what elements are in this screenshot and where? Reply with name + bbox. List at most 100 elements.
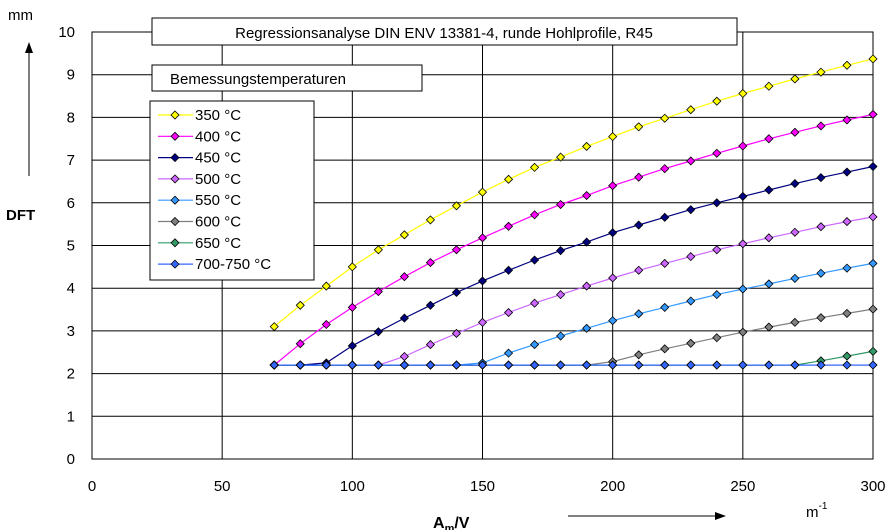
data-point bbox=[608, 316, 618, 326]
series-markers bbox=[269, 54, 878, 370]
data-point bbox=[503, 360, 514, 370]
data-point bbox=[582, 323, 592, 333]
data-point bbox=[738, 360, 748, 370]
data-point bbox=[686, 156, 696, 166]
data-point bbox=[425, 300, 435, 310]
data-point bbox=[503, 174, 514, 184]
data-point bbox=[712, 360, 722, 370]
data-point bbox=[634, 309, 644, 319]
data-point bbox=[686, 105, 696, 115]
data-point bbox=[530, 255, 540, 265]
data-point bbox=[321, 319, 331, 330]
y-tick-label: 4 bbox=[67, 280, 75, 297]
data-point bbox=[451, 201, 462, 211]
data-point bbox=[842, 115, 852, 125]
series-lines bbox=[273, 58, 874, 366]
legend-swatch-marker bbox=[170, 110, 180, 120]
data-point bbox=[634, 122, 644, 132]
data-point bbox=[634, 220, 644, 230]
legend-item-label: 450 °C bbox=[195, 150, 241, 167]
data-point bbox=[373, 245, 383, 255]
x-tick-label: 300 bbox=[860, 478, 885, 495]
data-point bbox=[868, 360, 878, 370]
x-tick-labels: 0 50 100 150 200 250 300 bbox=[88, 478, 886, 495]
data-point bbox=[477, 317, 488, 327]
data-point bbox=[582, 360, 592, 370]
data-point bbox=[842, 167, 852, 177]
x-unit-label: m-1 bbox=[806, 501, 828, 521]
data-point bbox=[556, 360, 566, 370]
y-tick-label: 1 bbox=[67, 408, 75, 425]
data-point bbox=[712, 290, 722, 300]
data-point bbox=[790, 227, 800, 237]
y-tick-labels: 0 1 2 3 4 5 6 7 8 9 10 bbox=[58, 24, 75, 468]
data-point bbox=[321, 360, 331, 370]
legend-swatch-marker bbox=[170, 216, 180, 227]
data-point bbox=[790, 74, 800, 84]
data-point bbox=[399, 360, 409, 370]
legend-frame bbox=[149, 100, 315, 281]
data-point bbox=[608, 228, 618, 238]
data-point bbox=[451, 245, 462, 255]
chart-title: Regressionsanalyse DIN ENV 13381-4, rund… bbox=[235, 25, 653, 42]
data-point bbox=[373, 360, 383, 370]
data-point bbox=[842, 60, 852, 70]
data-point bbox=[425, 339, 435, 350]
data-point bbox=[764, 279, 774, 289]
series-line bbox=[273, 58, 874, 328]
data-point bbox=[295, 339, 305, 349]
legend-item-label: 700-750 °C bbox=[195, 256, 271, 273]
legend-title: Bemessungstemperaturen bbox=[170, 71, 346, 88]
data-point bbox=[399, 272, 409, 282]
data-point bbox=[347, 360, 357, 370]
chart-title-box: Regressionsanalyse DIN ENV 13381-4, rund… bbox=[151, 17, 738, 46]
y-unit-label: mm bbox=[8, 7, 33, 24]
data-point bbox=[399, 351, 409, 362]
y-tick-label: 7 bbox=[67, 152, 75, 169]
x-tick-label: 50 bbox=[214, 478, 231, 495]
data-point bbox=[608, 360, 618, 370]
data-point bbox=[347, 341, 357, 351]
data-point bbox=[373, 287, 383, 297]
y-tick-label: 5 bbox=[67, 238, 75, 255]
data-point bbox=[816, 268, 826, 278]
data-point bbox=[738, 191, 748, 201]
data-point bbox=[269, 322, 279, 332]
data-point bbox=[660, 360, 670, 370]
data-point bbox=[842, 360, 852, 370]
data-point bbox=[712, 198, 722, 208]
x-tick-label: 200 bbox=[600, 478, 625, 495]
x-axis-label-main: A bbox=[433, 515, 445, 530]
data-point bbox=[816, 360, 826, 370]
data-point bbox=[738, 88, 748, 99]
data-point bbox=[608, 273, 618, 283]
data-point bbox=[686, 296, 696, 306]
series-line bbox=[274, 216, 874, 366]
legend-item-label: 400 °C bbox=[195, 128, 241, 145]
legend: 350 °C 400 °C 450 °C 500 °C 550 °C 600 °C 650 … bbox=[149, 100, 315, 281]
y-tick-label: 0 bbox=[67, 451, 75, 468]
data-point bbox=[608, 132, 618, 142]
data-point bbox=[556, 152, 566, 162]
data-point bbox=[425, 215, 435, 225]
series-line bbox=[274, 262, 874, 366]
legend-swatch-marker bbox=[170, 153, 180, 163]
data-point bbox=[477, 360, 488, 370]
y-tick-label: 3 bbox=[67, 323, 75, 340]
data-point bbox=[582, 141, 592, 152]
data-point bbox=[530, 298, 540, 308]
legend-swatch-marker bbox=[170, 259, 180, 269]
data-point bbox=[842, 263, 852, 273]
data-point bbox=[868, 304, 878, 314]
data-point bbox=[660, 344, 670, 354]
legend-title-box: Bemessungstemperaturen bbox=[151, 64, 423, 92]
y-tick-label: 9 bbox=[67, 67, 75, 84]
data-point bbox=[816, 121, 826, 131]
data-point bbox=[269, 360, 279, 370]
data-point bbox=[868, 54, 878, 64]
y-tick-label: 8 bbox=[67, 109, 75, 126]
data-point bbox=[660, 258, 670, 268]
data-point bbox=[477, 233, 488, 243]
data-point bbox=[842, 217, 852, 227]
data-point bbox=[530, 210, 540, 220]
